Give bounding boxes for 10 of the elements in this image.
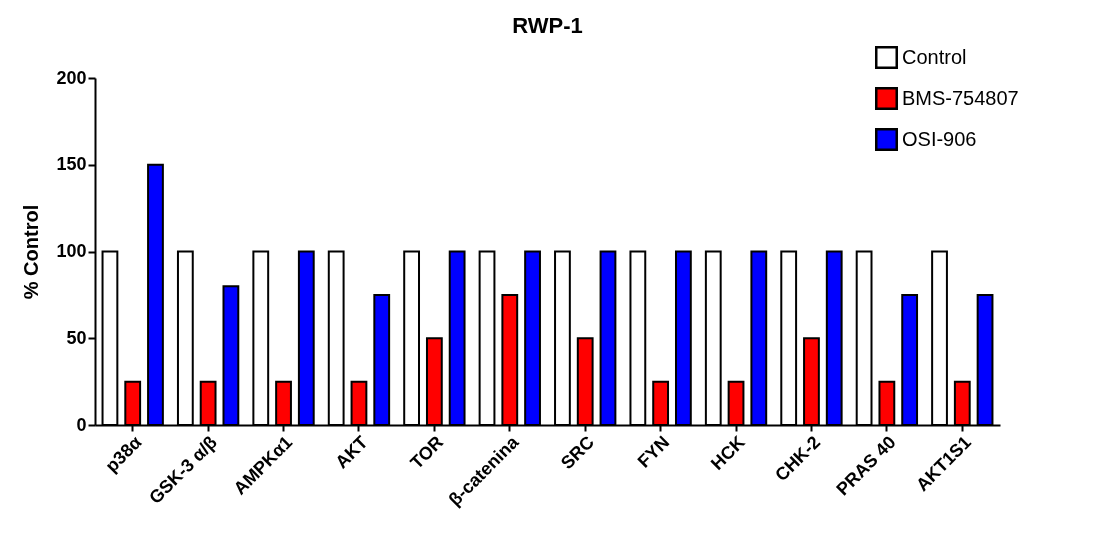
chart-title: RWP-1 xyxy=(512,13,583,38)
y-axis-title: % Control xyxy=(20,204,43,300)
legend-label: BMS-754807 xyxy=(902,86,1019,109)
y-tick-label: 100 xyxy=(56,241,87,261)
y-tick-label: 50 xyxy=(66,327,87,348)
y-tick-label: 0 xyxy=(76,414,87,435)
y-tick-label: 150 xyxy=(56,154,87,175)
legend-label: OSI-906 xyxy=(902,127,977,150)
y-tick-label: 200 xyxy=(56,67,87,88)
legend-label: Control xyxy=(902,45,967,68)
